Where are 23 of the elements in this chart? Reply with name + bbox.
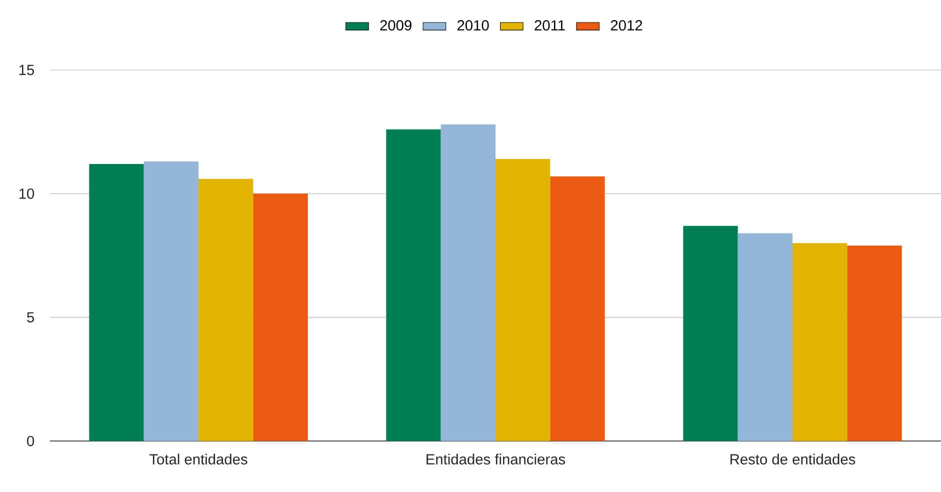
bar: [792, 243, 848, 441]
bar: [683, 226, 738, 441]
bar: [89, 164, 144, 441]
x-tick-label: Resto de entidades: [730, 454, 856, 464]
legend-label: 2011: [534, 20, 565, 31]
bar: [253, 194, 308, 441]
y-tick-label: 0: [27, 436, 34, 446]
bar: [738, 233, 793, 441]
bar: [550, 176, 605, 441]
x-tick-label: Total entidades: [150, 454, 248, 464]
bar: [440, 124, 496, 441]
bar: [847, 246, 902, 441]
bar: [144, 162, 199, 441]
y-tick-label: 15: [19, 64, 34, 76]
y-tick-label: 5: [27, 312, 34, 322]
bar: [386, 129, 441, 441]
x-tick-label: Entidades financieras: [426, 454, 566, 464]
bar: [496, 159, 550, 441]
bar: [198, 178, 254, 441]
y-tick-label: 10: [19, 188, 34, 199]
legend-label: 2009: [380, 20, 412, 31]
legend-label: 2012: [610, 20, 642, 31]
legend-label: 2010: [457, 20, 489, 31]
